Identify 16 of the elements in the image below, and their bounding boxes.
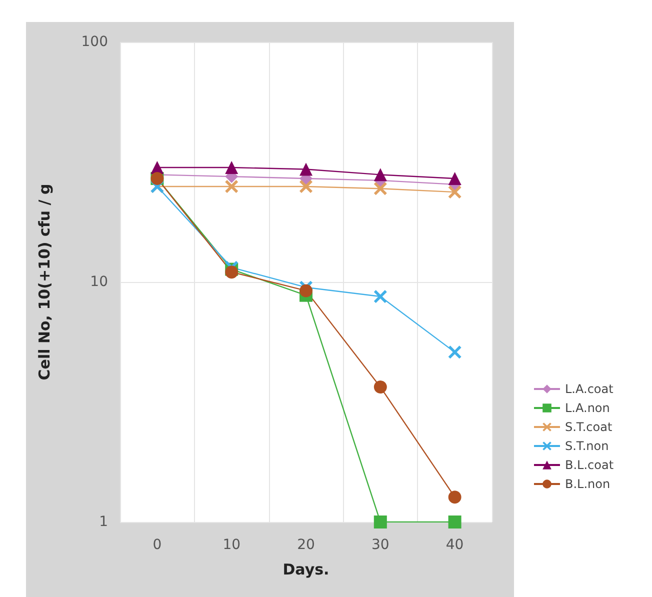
y-tick-label: 100 bbox=[81, 34, 108, 50]
legend-label: L.A.coat bbox=[565, 382, 614, 396]
legend-label: S.T.non bbox=[565, 439, 609, 453]
x-tick-label: 20 bbox=[297, 537, 315, 553]
x-axis-title: Days. bbox=[282, 560, 330, 578]
y-tick-label: 10 bbox=[90, 274, 108, 290]
x-tick-label: 40 bbox=[446, 537, 464, 553]
y-axis-title: Cell No, 10(+10) cfu / g bbox=[36, 184, 54, 380]
legend-label: L.A.non bbox=[565, 401, 610, 415]
y-tick-label: 1 bbox=[99, 514, 108, 530]
x-tick-label: 10 bbox=[222, 537, 241, 553]
legend-label: B.L.coat bbox=[565, 458, 614, 472]
x-tick-label: 30 bbox=[371, 537, 390, 553]
legend-label: S.T.coat bbox=[565, 420, 612, 434]
legend-label: B.L.non bbox=[565, 477, 610, 491]
x-tick-label: 0 bbox=[152, 537, 162, 553]
